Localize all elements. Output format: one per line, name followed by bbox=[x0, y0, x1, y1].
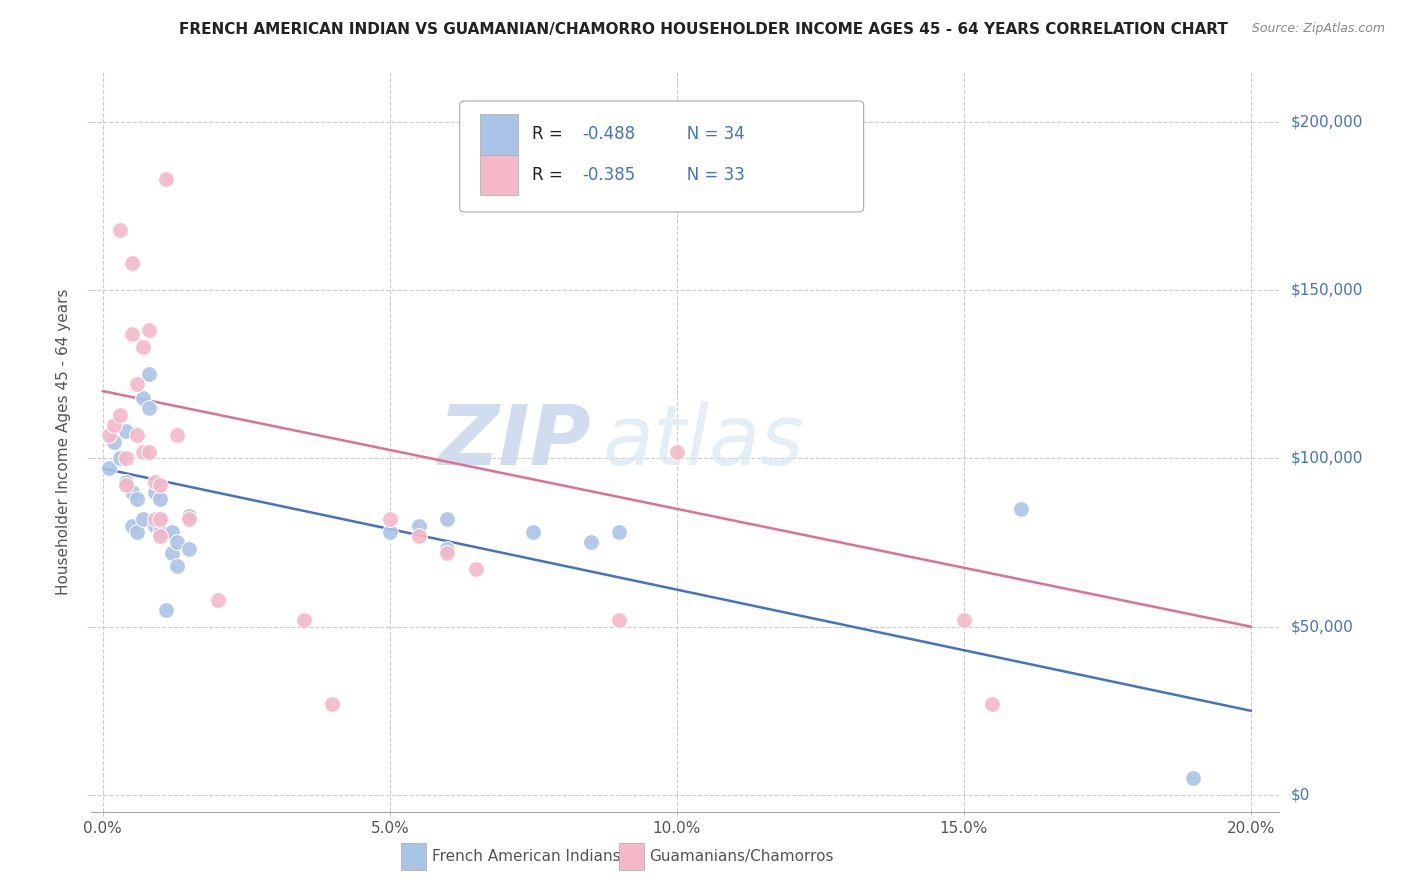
Point bbox=[103, 434, 125, 449]
Text: $0: $0 bbox=[1291, 788, 1310, 803]
Text: N = 34: N = 34 bbox=[671, 125, 745, 144]
Point bbox=[149, 512, 172, 526]
Point bbox=[108, 222, 131, 236]
Point bbox=[1182, 771, 1205, 785]
Point bbox=[143, 485, 166, 500]
Point bbox=[127, 377, 149, 392]
Point bbox=[138, 401, 160, 415]
Point bbox=[166, 559, 188, 574]
Point bbox=[114, 451, 136, 466]
Point bbox=[292, 613, 315, 627]
Point bbox=[408, 518, 430, 533]
Point bbox=[166, 535, 188, 549]
Point bbox=[465, 562, 488, 576]
Point bbox=[155, 603, 177, 617]
Point bbox=[436, 512, 458, 526]
Text: R =: R = bbox=[531, 166, 568, 184]
Point bbox=[132, 444, 155, 458]
Point bbox=[114, 475, 136, 489]
Point bbox=[121, 326, 143, 341]
Text: $150,000: $150,000 bbox=[1291, 283, 1362, 298]
Point bbox=[114, 478, 136, 492]
Point bbox=[155, 172, 177, 186]
Point bbox=[121, 256, 143, 270]
Point bbox=[143, 512, 166, 526]
Point bbox=[166, 427, 188, 442]
Point bbox=[522, 525, 544, 540]
Text: R =: R = bbox=[531, 125, 568, 144]
Text: Source: ZipAtlas.com: Source: ZipAtlas.com bbox=[1251, 22, 1385, 36]
Text: $50,000: $50,000 bbox=[1291, 619, 1354, 634]
Point bbox=[108, 408, 131, 422]
Point bbox=[160, 546, 183, 560]
Point bbox=[436, 546, 458, 560]
Text: French American Indians: French American Indians bbox=[432, 849, 620, 863]
Point bbox=[97, 427, 120, 442]
Point bbox=[160, 525, 183, 540]
Point bbox=[149, 525, 172, 540]
Point bbox=[132, 391, 155, 405]
Point bbox=[121, 518, 143, 533]
Text: Guamanians/Chamorros: Guamanians/Chamorros bbox=[650, 849, 834, 863]
Point bbox=[127, 427, 149, 442]
Text: -0.488: -0.488 bbox=[582, 125, 636, 144]
Text: -0.385: -0.385 bbox=[582, 166, 636, 184]
Point bbox=[436, 542, 458, 557]
Point bbox=[149, 529, 172, 543]
Point bbox=[177, 512, 200, 526]
Point bbox=[321, 697, 343, 711]
Point bbox=[97, 461, 120, 475]
Point bbox=[149, 512, 172, 526]
Point bbox=[108, 451, 131, 466]
Point bbox=[127, 525, 149, 540]
Text: atlas: atlas bbox=[602, 401, 804, 482]
Bar bbox=[479, 154, 517, 195]
Y-axis label: Householder Income Ages 45 - 64 years: Householder Income Ages 45 - 64 years bbox=[56, 288, 72, 595]
Text: ZIP: ZIP bbox=[437, 401, 591, 482]
Text: FRENCH AMERICAN INDIAN VS GUAMANIAN/CHAMORRO HOUSEHOLDER INCOME AGES 45 - 64 YEA: FRENCH AMERICAN INDIAN VS GUAMANIAN/CHAM… bbox=[179, 22, 1227, 37]
Point bbox=[138, 444, 160, 458]
Point bbox=[952, 613, 974, 627]
Point bbox=[609, 613, 631, 627]
Point bbox=[207, 592, 229, 607]
Point bbox=[177, 508, 200, 523]
Point bbox=[1010, 501, 1032, 516]
Point bbox=[408, 529, 430, 543]
Point bbox=[579, 535, 602, 549]
Point bbox=[143, 518, 166, 533]
Point bbox=[177, 542, 200, 557]
Point bbox=[132, 340, 155, 354]
Point bbox=[149, 491, 172, 506]
Point bbox=[665, 444, 688, 458]
FancyBboxPatch shape bbox=[460, 101, 863, 212]
Point bbox=[378, 525, 401, 540]
Point bbox=[378, 512, 401, 526]
Point bbox=[127, 491, 149, 506]
Point bbox=[132, 512, 155, 526]
Point bbox=[143, 475, 166, 489]
Point bbox=[114, 425, 136, 439]
Text: $100,000: $100,000 bbox=[1291, 450, 1362, 466]
Text: $200,000: $200,000 bbox=[1291, 114, 1362, 129]
Point bbox=[103, 417, 125, 432]
Text: N = 33: N = 33 bbox=[671, 166, 745, 184]
Point bbox=[981, 697, 1004, 711]
Point bbox=[138, 368, 160, 382]
Point bbox=[609, 525, 631, 540]
Point bbox=[138, 324, 160, 338]
Point bbox=[121, 485, 143, 500]
Bar bbox=[479, 114, 517, 154]
Point bbox=[149, 478, 172, 492]
